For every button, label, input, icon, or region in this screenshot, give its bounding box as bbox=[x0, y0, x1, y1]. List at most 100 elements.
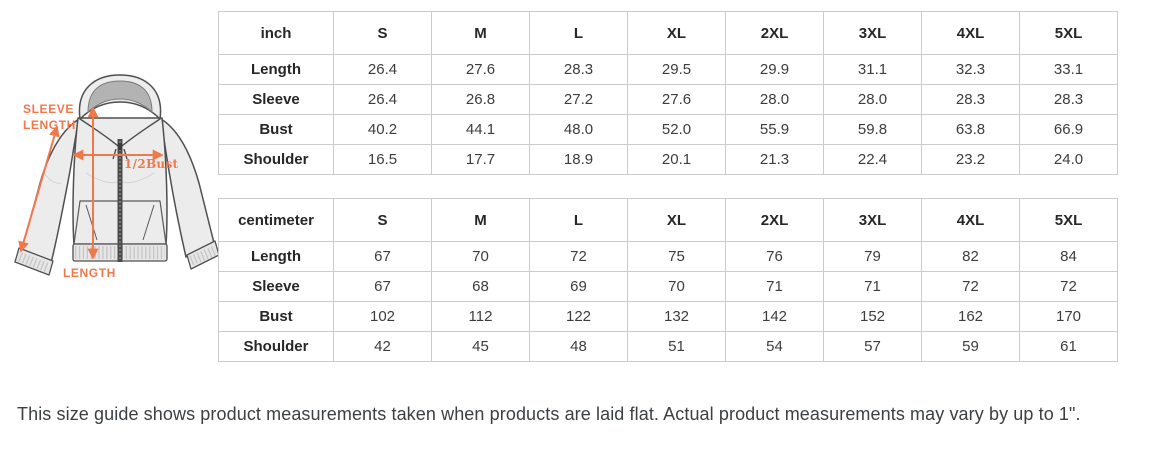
measurement-value-cell: 70 bbox=[431, 241, 530, 272]
measurement-row: Length 26.4 27.6 28.3 29.5 29.9 31.1 32.3 33.1 bbox=[218, 54, 1118, 85]
pocket-opening-right bbox=[142, 204, 155, 241]
measurement-value-cell: 162 bbox=[921, 301, 1020, 332]
measurement-value-cell: 16.5 bbox=[333, 144, 432, 175]
row-label-cell: Shoulder bbox=[218, 144, 334, 175]
header-row: inch S M L XL 2XL 3XL 4XL 5XL bbox=[218, 11, 1118, 55]
wrinkle-line bbox=[122, 172, 155, 184]
measurement-value-cell: 54 bbox=[725, 331, 824, 362]
measurement-value-cell: 45 bbox=[431, 331, 530, 362]
measurement-value-cell: 24.0 bbox=[1019, 144, 1118, 175]
row-label-cell: Sleeve bbox=[218, 271, 334, 302]
size-header-cell: XL bbox=[627, 198, 726, 242]
measurement-row: Bust 40.2 44.1 48.0 52.0 55.9 59.8 63.8 66.9 bbox=[218, 114, 1118, 145]
measurement-value-cell: 28.3 bbox=[529, 54, 628, 85]
hoodie-right-sleeve bbox=[160, 118, 215, 258]
size-header-cell: M bbox=[431, 11, 530, 55]
hood-front-edge-right bbox=[121, 118, 161, 147]
size-header-cell: 3XL bbox=[823, 11, 922, 55]
measurement-row: Shoulder 16.5 17.7 18.9 20.1 21.3 22.4 23.2 24.0 bbox=[218, 144, 1118, 175]
measurement-row: Sleeve 26.4 26.8 27.2 27.6 28.0 28.0 28.3 28.3 bbox=[218, 84, 1118, 115]
zipper-pull bbox=[118, 143, 122, 150]
sleeve-length-arrow bbox=[18, 125, 60, 253]
measurement-value-cell: 52.0 bbox=[627, 114, 726, 145]
row-label-cell: Length bbox=[218, 54, 334, 85]
size-header-cell: XL bbox=[627, 11, 726, 55]
measurement-value-cell: 29.9 bbox=[725, 54, 824, 85]
left-cuff-ribbing bbox=[18, 252, 50, 273]
measurement-value-cell: 27.6 bbox=[431, 54, 530, 85]
sleeve-length-label-line2: LENGTH bbox=[23, 118, 76, 132]
measurement-value-cell: 42 bbox=[333, 331, 432, 362]
measurement-value-cell: 28.0 bbox=[823, 84, 922, 115]
size-header-cell: 4XL bbox=[921, 11, 1020, 55]
measurement-value-cell: 75 bbox=[627, 241, 726, 272]
measurement-value-cell: 31.1 bbox=[823, 54, 922, 85]
measurement-value-cell: 102 bbox=[333, 301, 432, 332]
measurement-row: Bust 102 112 122 132 142 152 162 170 bbox=[218, 301, 1118, 332]
measurement-value-cell: 72 bbox=[921, 271, 1020, 302]
half-bust-label: 1/2Bust bbox=[124, 157, 179, 171]
measurement-value-cell: 17.7 bbox=[431, 144, 530, 175]
measurement-value-cell: 59 bbox=[921, 331, 1020, 362]
hoodie-left-cuff bbox=[14, 247, 54, 276]
measurement-value-cell: 48 bbox=[529, 331, 628, 362]
size-header-cell: S bbox=[333, 198, 432, 242]
size-header-cell: 2XL bbox=[725, 11, 824, 55]
measurement-value-cell: 112 bbox=[431, 301, 530, 332]
unit-header-cell: inch bbox=[218, 11, 334, 55]
measurement-value-cell: 32.3 bbox=[921, 54, 1020, 85]
measurement-value-cell: 55.9 bbox=[725, 114, 824, 145]
measurement-value-cell: 59.8 bbox=[823, 114, 922, 145]
size-header-cell: M bbox=[431, 198, 530, 242]
measurement-value-cell: 70 bbox=[627, 271, 726, 302]
size-table-centimeter: centimeter S M L XL 2XL 3XL 4XL 5XL Length 67 70 72 7… bbox=[218, 198, 1118, 362]
measurement-value-cell: 69 bbox=[529, 271, 628, 302]
measurement-value-cell: 79 bbox=[823, 241, 922, 272]
measurement-value-cell: 67 bbox=[333, 241, 432, 272]
measurement-value-cell: 51 bbox=[627, 331, 726, 362]
measurement-value-cell: 26.8 bbox=[431, 84, 530, 115]
row-label-cell: Length bbox=[218, 241, 334, 272]
measurement-value-cell: 26.4 bbox=[333, 54, 432, 85]
measurement-value-cell: 68 bbox=[431, 271, 530, 302]
measurement-value-cell: 20.1 bbox=[627, 144, 726, 175]
size-header-cell: L bbox=[529, 198, 628, 242]
measurement-value-cell: 21.3 bbox=[725, 144, 824, 175]
measurement-value-cell: 66.9 bbox=[1019, 114, 1118, 145]
measurement-value-cell: 27.6 bbox=[627, 84, 726, 115]
measurement-value-cell: 82 bbox=[921, 241, 1020, 272]
sleeve-length-label-line1: SLEEVE bbox=[23, 102, 74, 116]
measurement-row: Sleeve 67 68 69 70 71 71 72 72 bbox=[218, 271, 1118, 302]
measurement-value-cell: 26.4 bbox=[333, 84, 432, 115]
measurement-value-cell: 170 bbox=[1019, 301, 1118, 332]
measurement-value-cell: 132 bbox=[627, 301, 726, 332]
measurement-value-cell: 122 bbox=[529, 301, 628, 332]
length-label: LENGTH bbox=[63, 266, 116, 280]
measurement-value-cell: 44.1 bbox=[431, 114, 530, 145]
size-header-cell: 5XL bbox=[1019, 198, 1118, 242]
size-header-cell: 5XL bbox=[1019, 11, 1118, 55]
hoodie-right-cuff bbox=[186, 240, 220, 270]
measurement-value-cell: 33.1 bbox=[1019, 54, 1118, 85]
measurement-value-cell: 71 bbox=[725, 271, 824, 302]
header-row: centimeter S M L XL 2XL 3XL 4XL 5XL bbox=[218, 198, 1118, 242]
row-label-cell: Sleeve bbox=[218, 84, 334, 115]
measurement-value-cell: 40.2 bbox=[333, 114, 432, 145]
hoodie-left-sleeve bbox=[20, 118, 80, 264]
size-header-cell: 2XL bbox=[725, 198, 824, 242]
measurement-value-cell: 152 bbox=[823, 301, 922, 332]
row-label-cell: Bust bbox=[218, 301, 334, 332]
size-header-cell: 3XL bbox=[823, 198, 922, 242]
measurement-value-cell: 71 bbox=[823, 271, 922, 302]
hoodie-measurement-diagram: SLEEVE LENGTH 1/2Bust LENGTH bbox=[14, 74, 220, 280]
right-cuff-ribbing bbox=[188, 246, 216, 266]
row-label-cell: Bust bbox=[218, 114, 334, 145]
measurement-value-cell: 63.8 bbox=[921, 114, 1020, 145]
measurement-value-cell: 67 bbox=[333, 271, 432, 302]
size-header-cell: S bbox=[333, 11, 432, 55]
measurement-value-cell: 57 bbox=[823, 331, 922, 362]
measurement-row: Length 67 70 72 75 76 79 82 84 bbox=[218, 241, 1118, 272]
measurement-value-cell: 61 bbox=[1019, 331, 1118, 362]
measurement-value-cell: 28.3 bbox=[1019, 84, 1118, 115]
